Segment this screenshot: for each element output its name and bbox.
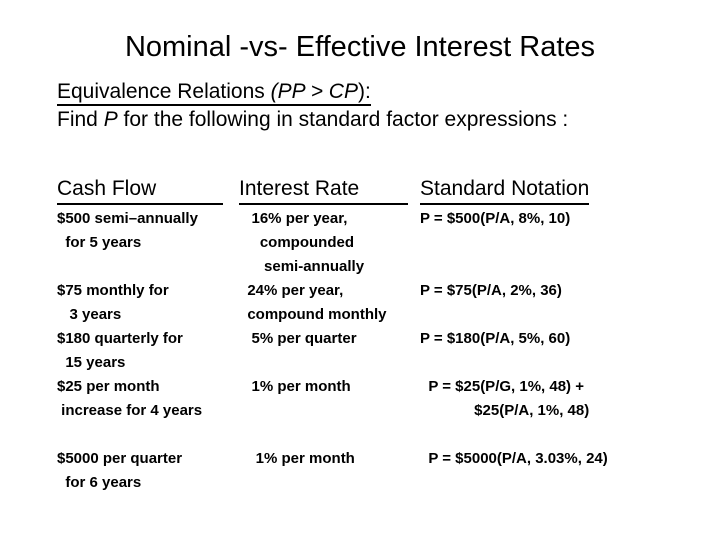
header-standard-notation: Standard Notation	[420, 176, 697, 205]
subtitle-line-find-p: Find P for the following in standard fac…	[57, 106, 568, 134]
table-cell-interest-rate: 16% per year, compounded semi-annually	[239, 207, 420, 279]
table-body: $500 semi–annually for 5 years 16% per y…	[57, 207, 697, 495]
table-cell-line: 15 years	[57, 354, 126, 371]
table-row: $180 quarterly for 15 years 5% per quart…	[57, 327, 697, 375]
table-cell-standard-notation: P = $75(P/A, 2%, 36)	[420, 279, 697, 327]
table-cell-line: semi-annually	[239, 258, 365, 275]
table-cell-line: 3 years	[57, 306, 122, 323]
table-cell-standard-notation: P = $500(P/A, 8%, 10)	[420, 207, 697, 279]
table-cell-line: for 5 years	[57, 234, 142, 251]
equivalence-table: Cash Flow Interest Rate Standard Notatio…	[57, 176, 697, 495]
table-cell-line: $180 quarterly for	[57, 330, 183, 347]
table-cell-line: 16% per year,	[239, 210, 348, 227]
table-cell-line: P = $5000(P/A, 3.03%, 24)	[420, 450, 608, 467]
header-cash-flow: Cash Flow	[57, 176, 239, 205]
table-cell-standard-notation: P = $25(P/G, 1%, 48) + $25(P/A, 1%, 48)	[420, 375, 697, 423]
table-cell-line: 1% per month	[239, 450, 355, 467]
table-cell-line: increase for 4 years	[57, 402, 203, 419]
header-interest-rate: Interest Rate	[239, 176, 420, 205]
table-cell-line: 5% per quarter	[239, 330, 357, 347]
table-header-row: Cash Flow Interest Rate Standard Notatio…	[57, 176, 697, 205]
underlined-heading: Equivalence Relations (PP > CP):	[57, 80, 371, 106]
table-cell-cash-flow: $5000 per quarter for 6 years	[57, 447, 239, 495]
table-cell-line: P = $25(P/G, 1%, 48) +	[420, 378, 584, 395]
table-cell-cash-flow: $25 per month increase for 4 years	[57, 375, 239, 423]
table-row: $75 monthly for 3 years 24% per year, co…	[57, 279, 697, 327]
header-cash-flow-label: Cash Flow	[57, 176, 223, 205]
table-cell-cash-flow: $75 monthly for 3 years	[57, 279, 239, 327]
table-cell-line: 1% per month	[239, 378, 351, 395]
find-prefix-text: Find	[57, 108, 104, 131]
table-row: $25 per month increase for 4 years 1% pe…	[57, 375, 697, 423]
table-cell-interest-rate: 1% per month	[239, 375, 420, 423]
table-cell-line: P = $180(P/A, 5%, 60)	[420, 330, 571, 347]
table-cell-standard-notation: P = $5000(P/A, 3.03%, 24)	[420, 447, 697, 495]
table-cell-line: $25 per month	[57, 378, 160, 395]
table-cell-line: $25(P/A, 1%, 48)	[420, 402, 590, 419]
find-italic-p: P	[103, 108, 118, 131]
table-cell-standard-notation: P = $180(P/A, 5%, 60)	[420, 327, 697, 375]
table-cell-line: $500 semi–annually	[57, 210, 198, 227]
header-standard-notation-label: Standard Notation	[420, 176, 590, 205]
heading-regular-text: Equivalence Relations	[57, 80, 271, 103]
table-cell-line: 24% per year,	[239, 282, 344, 299]
find-suffix-text: for the following in standard factor exp…	[117, 108, 569, 131]
table-cell-interest-rate: 5% per quarter	[239, 327, 420, 375]
table-cell-cash-flow: $180 quarterly for 15 years	[57, 327, 239, 375]
header-interest-rate-label: Interest Rate	[239, 176, 408, 205]
table-cell-cash-flow: $500 semi–annually for 5 years	[57, 207, 239, 279]
subtitle-block: Equivalence Relations (PP > CP): Find P …	[57, 78, 568, 134]
slide-title: Nominal -vs- Effective Interest Rates	[124, 31, 596, 63]
subtitle-line-equivalence: Equivalence Relations (PP > CP):	[57, 78, 568, 106]
table-cell-line: $5000 per quarter	[57, 450, 183, 467]
heading-close-text: ):	[357, 80, 371, 103]
table-cell-interest-rate: 1% per month	[239, 447, 420, 495]
table-cell-line: compounded	[239, 234, 354, 251]
table-row: $5000 per quarter for 6 years 1% per mon…	[57, 447, 697, 495]
table-cell-line: compound monthly	[239, 306, 387, 323]
table-cell-interest-rate: 24% per year, compound monthly	[239, 279, 420, 327]
heading-italic-text: (PP > CP	[270, 80, 358, 103]
table-cell-line: $75 monthly for	[57, 282, 169, 299]
table-cell-line: P = $75(P/A, 2%, 36)	[420, 282, 562, 299]
table-cell-line: for 6 years	[57, 474, 142, 491]
table-cell-line: P = $500(P/A, 8%, 10)	[420, 210, 571, 227]
table-row: $500 semi–annually for 5 years 16% per y…	[57, 207, 697, 279]
